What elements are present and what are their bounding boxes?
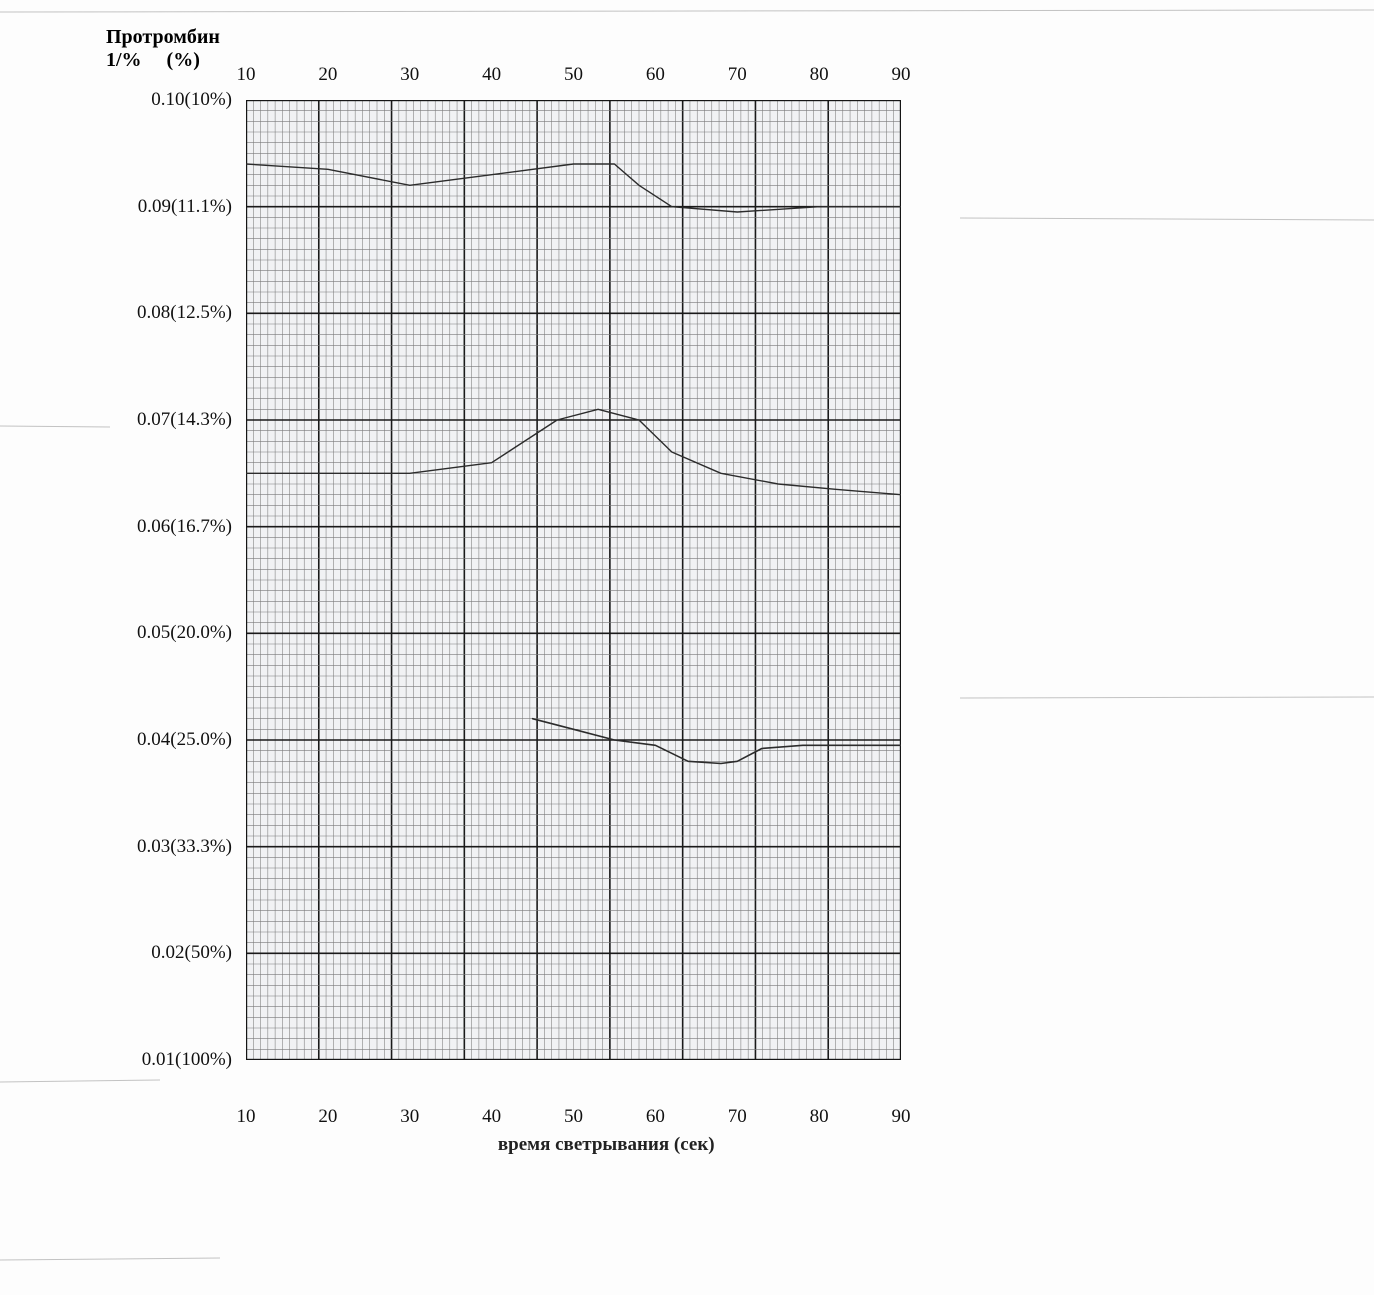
y-tick-labels-column: 0.10(10%) 0.09(11.1%) 0.08(12.5%) 0.07(14.3… [0,0,232,1295]
x-tick-bottom-10: 10 [237,1106,256,1128]
x-tick-top-30: 30 [400,64,419,86]
x-tick-top-50: 50 [564,64,583,86]
x-tick-bottom-70: 70 [728,1106,747,1128]
y-tick-0.02: 0.02(50%) [151,942,232,964]
scan-artifact-5 [960,697,1374,698]
y-tick-0.09: 0.09(11.1%) [138,196,232,218]
x-tick-top-80: 80 [810,64,829,86]
page-root: Протромбин 1/% (%) 0.10(10%)0.09(11.1%)0… [0,0,1374,1295]
x-tick-top-70: 70 [728,64,747,86]
x-tick-bottom-60: 60 [646,1106,665,1128]
x-tick-top-20: 20 [318,64,337,86]
y-tick-0.06: 0.06(16.7%) [137,516,232,538]
y-tick-0.01: 0.01(100%) [142,1049,232,1071]
chart-plot-area [246,100,901,1060]
x-tick-top-60: 60 [646,64,665,86]
x-tick-bottom-30: 30 [400,1106,419,1128]
y-tick-0.04: 0.04(25.0%) [137,729,232,751]
x-tick-top-40: 40 [482,64,501,86]
x-tick-bottom-20: 20 [318,1106,337,1128]
x-tick-top-10: 10 [237,64,256,86]
x-tick-top-90: 90 [892,64,911,86]
x-tick-bottom-50: 50 [564,1106,583,1128]
x-tick-labels-top: 10 20 30 40 50 60 70 80 90 [0,64,1374,88]
y-tick-0.05: 0.05(20.0%) [137,622,232,644]
x-axis-title: время светрывания (сек) [406,1134,806,1156]
x-tick-bottom-40: 40 [482,1106,501,1128]
scan-artifact-4 [960,218,1374,220]
x-tick-bottom-90: 90 [892,1106,911,1128]
y-tick-0.1: 0.10(10%) [151,89,232,111]
y-tick-0.08: 0.08(12.5%) [137,302,232,324]
y-tick-0.07: 0.07(14.3%) [137,409,232,431]
x-tick-bottom-80: 80 [810,1106,829,1128]
y-tick-0.03: 0.03(33.3%) [137,836,232,858]
chart-svg [246,100,901,1060]
x-tick-labels-bottom: 10 20 30 40 50 60 70 80 90 [0,1106,1374,1130]
